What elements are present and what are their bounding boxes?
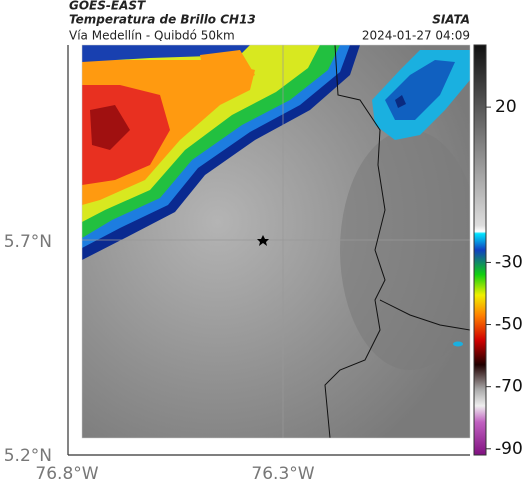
colorbar-tick-label: -30 [495, 252, 523, 272]
satellite-image [82, 45, 470, 438]
title: Temperatura de Brillo CH13 [69, 13, 256, 27]
lon-label: 76.8°W [35, 464, 98, 484]
colorbar [473, 44, 487, 456]
map-frame [81, 44, 471, 439]
colorbar-tick-label: -70 [495, 377, 523, 397]
timestamp: 2024-01-27 04:09 [362, 29, 470, 43]
agency: SIATA [432, 13, 470, 27]
colorbar-tick-label: -50 [495, 315, 523, 335]
source: GOES-EAST [69, 0, 146, 13]
lon-label: 76.3°W [251, 464, 314, 484]
colorbar-tick-label: 20 [495, 97, 517, 117]
lat-label: 5.7°N [4, 232, 52, 252]
subtitle: Vía Medellín - Quibdó 50km [69, 29, 235, 43]
colorbar-tick-label: -90 [495, 439, 523, 459]
lat-label: 5.2°N [4, 446, 52, 466]
